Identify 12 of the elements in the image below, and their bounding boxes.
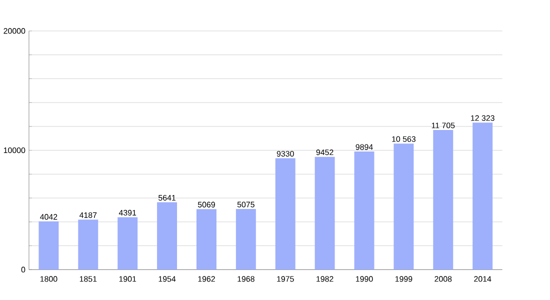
bar — [196, 209, 216, 270]
bar — [236, 209, 256, 270]
bar — [394, 144, 414, 270]
bar — [472, 122, 493, 270]
bar — [275, 158, 296, 270]
bar — [354, 152, 374, 270]
bar — [38, 222, 59, 270]
bar — [433, 130, 454, 270]
bar — [157, 202, 178, 270]
bar — [118, 217, 138, 270]
bar — [78, 220, 98, 270]
bar — [314, 157, 335, 270]
